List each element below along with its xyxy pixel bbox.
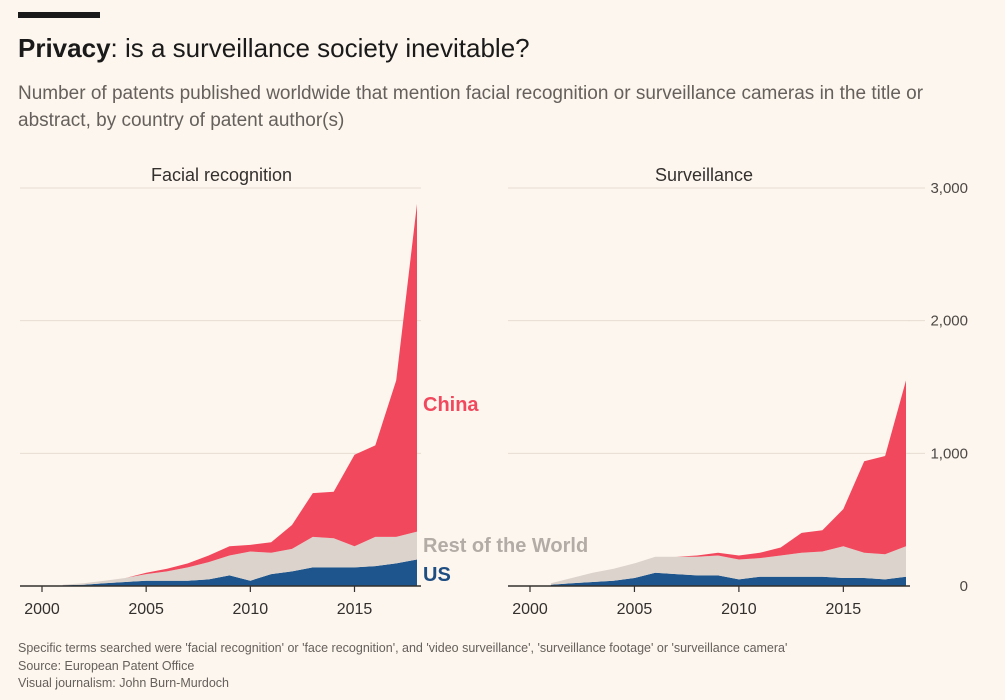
x-tick-label: 2005 xyxy=(128,601,164,618)
page-subtitle: Number of patents published worldwide th… xyxy=(18,83,924,131)
label-us: US xyxy=(423,564,451,586)
label-rest-of-world: Rest of the World xyxy=(423,535,588,557)
footer-credit: Visual journalism: John Burn-Murdoch xyxy=(18,676,229,690)
footer-note: Specific terms searched were 'facial rec… xyxy=(18,641,788,655)
x-tick-label: 2010 xyxy=(233,601,269,618)
area-us xyxy=(550,572,906,586)
title-bold: Privacy xyxy=(18,33,111,63)
footer-source: Source: European Patent Office xyxy=(18,658,195,673)
area-rest-of-the-world xyxy=(550,546,906,585)
x-tick-label: 2000 xyxy=(512,601,548,618)
footer: Specific terms searched were 'facial rec… xyxy=(18,640,787,693)
label-china: China xyxy=(423,394,479,416)
x-tick-label: 2015 xyxy=(826,601,862,618)
y-tick-label: 2,000 xyxy=(930,313,968,330)
y-tick-label: 0 xyxy=(960,578,968,595)
x-tick-label: 2000 xyxy=(24,601,60,618)
x-tick-label: 2005 xyxy=(617,601,653,618)
chart: 0 1,000 2,000 3,000 Facial recognition 2000 20… xyxy=(20,165,968,618)
area-us xyxy=(62,559,418,586)
x-tick-label: 2015 xyxy=(337,601,373,618)
panel-title: Surveillance xyxy=(655,165,753,185)
area-china xyxy=(550,380,906,584)
header-rule xyxy=(18,12,100,18)
area-china xyxy=(62,203,418,585)
y-tick-label: 1,000 xyxy=(930,445,968,462)
y-tick-label: 3,000 xyxy=(930,180,968,197)
panel-title: Facial recognition xyxy=(151,165,292,185)
x-tick-label: 2010 xyxy=(721,601,757,618)
title-rest: : is a surveillance society inevitable? xyxy=(110,33,530,63)
page-title: Privacy: is a surveillance society inevi… xyxy=(18,33,530,64)
area-rest-of-the-world xyxy=(62,531,418,586)
